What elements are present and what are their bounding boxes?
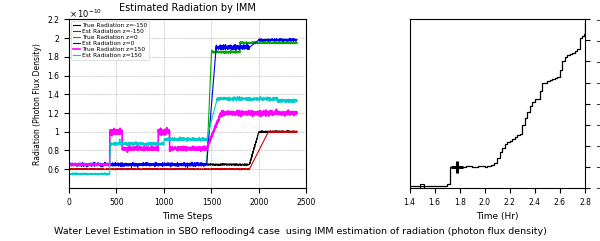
True Radiation z=-150 bbox=[65, 163, 73, 166]
Est Radiation z=0 bbox=[149, 163, 157, 166]
True Radiation z=-150 bbox=[90, 164, 97, 167]
Est Radiation z=150 bbox=[145, 143, 152, 146]
Title: Estimated Radiation by IMM: Estimated Radiation by IMM bbox=[119, 3, 256, 13]
X-axis label: Time Steps: Time Steps bbox=[163, 212, 213, 221]
Est Radiation z=-150 bbox=[271, 129, 278, 132]
True Radiation z=-150 bbox=[227, 163, 235, 166]
True Radiation z=-150 bbox=[145, 163, 152, 166]
Est Radiation z=-150 bbox=[230, 168, 238, 171]
True Radiation z=150 bbox=[256, 110, 263, 113]
True Radiation z=-150 bbox=[85, 163, 92, 166]
Est Radiation z=150 bbox=[227, 98, 235, 101]
True Radiation z=0 bbox=[65, 163, 73, 166]
Est Radiation z=0 bbox=[85, 163, 92, 166]
Y-axis label: Radiation (Photon Flux Density): Radiation (Photon Flux Density) bbox=[32, 43, 41, 165]
Est Radiation z=150 bbox=[83, 174, 91, 176]
True Radiation z=0 bbox=[230, 50, 238, 53]
Est Radiation z=-150 bbox=[65, 168, 73, 171]
Est Radiation z=-150 bbox=[149, 168, 157, 171]
True Radiation z=0 bbox=[82, 164, 89, 167]
Est Radiation z=-150 bbox=[145, 168, 152, 171]
Est Radiation z=0 bbox=[293, 38, 301, 41]
Est Radiation z=150 bbox=[293, 99, 301, 102]
True Radiation z=-150 bbox=[284, 129, 292, 132]
True Radiation z=0 bbox=[145, 163, 152, 166]
True Radiation z=0 bbox=[256, 41, 263, 44]
True Radiation z=150 bbox=[105, 164, 112, 167]
Est Radiation z=150 bbox=[65, 172, 73, 175]
True Radiation z=150 bbox=[85, 163, 92, 166]
Est Radiation z=0 bbox=[145, 163, 152, 166]
Est Radiation z=-150 bbox=[85, 168, 92, 171]
Est Radiation z=-150 bbox=[256, 148, 263, 151]
True Radiation z=150 bbox=[145, 148, 152, 151]
Est Radiation z=150 bbox=[85, 173, 92, 175]
Est Radiation z=-150 bbox=[236, 168, 243, 171]
Legend: True Radiation z=-150, Est Radiation z=-150, True Radiation z=0, Est Radiation z: True Radiation z=-150, Est Radiation z=-… bbox=[71, 21, 149, 60]
True Radiation z=-150 bbox=[293, 131, 301, 134]
Est Radiation z=150 bbox=[256, 97, 263, 100]
True Radiation z=150 bbox=[149, 147, 157, 149]
Line: Est Radiation z=-150: Est Radiation z=-150 bbox=[69, 131, 297, 170]
Line: True Radiation z=-150: True Radiation z=-150 bbox=[69, 131, 297, 166]
True Radiation z=150 bbox=[293, 111, 301, 114]
Text: $\times\,10^{-10}$: $\times\,10^{-10}$ bbox=[69, 7, 102, 20]
True Radiation z=150 bbox=[230, 111, 238, 114]
Est Radiation z=150 bbox=[149, 143, 157, 146]
Text: Water Level Estimation in SBO reflooding4 case  using IMM estimation of radiatio: Water Level Estimation in SBO reflooding… bbox=[53, 227, 547, 236]
True Radiation z=0 bbox=[293, 42, 301, 45]
Est Radiation z=0 bbox=[184, 166, 191, 169]
Est Radiation z=150 bbox=[236, 95, 243, 98]
True Radiation z=0 bbox=[227, 51, 235, 54]
True Radiation z=150 bbox=[227, 112, 235, 115]
True Radiation z=-150 bbox=[256, 130, 263, 133]
Est Radiation z=0 bbox=[256, 38, 263, 40]
Line: True Radiation z=0: True Radiation z=0 bbox=[69, 41, 297, 165]
True Radiation z=0 bbox=[149, 163, 157, 166]
Line: Est Radiation z=0: Est Radiation z=0 bbox=[69, 39, 297, 167]
True Radiation z=150 bbox=[273, 108, 280, 111]
Est Radiation z=150 bbox=[230, 95, 238, 98]
True Radiation z=0 bbox=[287, 40, 295, 42]
True Radiation z=-150 bbox=[149, 163, 157, 166]
Est Radiation z=-150 bbox=[293, 130, 301, 133]
X-axis label: Time (Hr): Time (Hr) bbox=[476, 212, 518, 221]
Est Radiation z=-150 bbox=[227, 168, 235, 171]
Est Radiation z=0 bbox=[65, 164, 73, 167]
True Radiation z=150 bbox=[65, 163, 73, 166]
True Radiation z=-150 bbox=[230, 163, 238, 166]
Line: True Radiation z=150: True Radiation z=150 bbox=[69, 109, 297, 166]
True Radiation z=0 bbox=[85, 163, 92, 166]
Est Radiation z=0 bbox=[230, 44, 238, 47]
Line: Est Radiation z=150: Est Radiation z=150 bbox=[69, 96, 297, 175]
Est Radiation z=0 bbox=[273, 37, 280, 40]
Est Radiation z=0 bbox=[227, 45, 235, 47]
